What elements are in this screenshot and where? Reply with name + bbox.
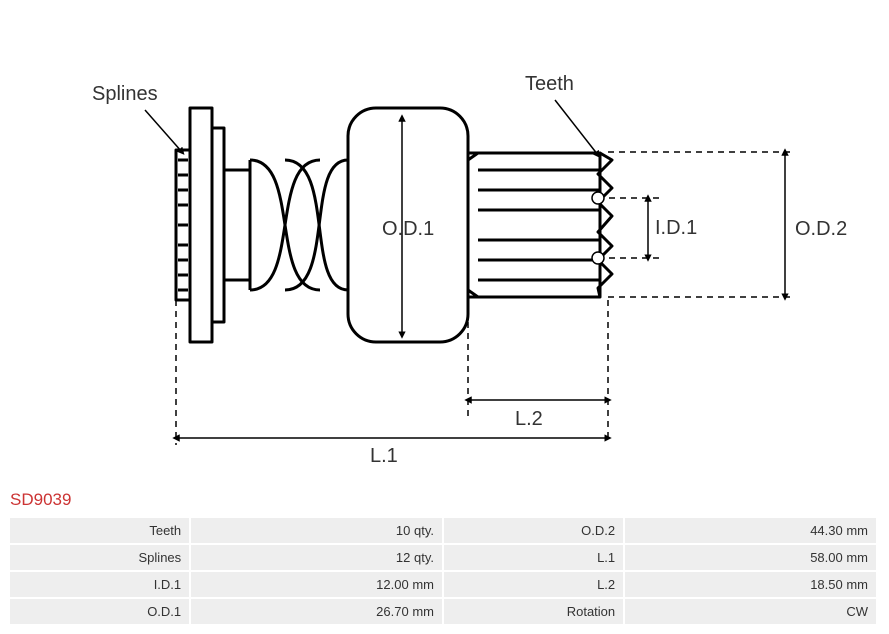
- table-row: I.D.1 12.00 mm L.2 18.50 mm: [10, 572, 876, 597]
- label-l1: L.1: [370, 445, 398, 467]
- label-l2: L.2: [515, 408, 543, 430]
- spec-value: CW: [625, 599, 876, 624]
- spec-label: O.D.2: [444, 518, 623, 543]
- spec-value: 26.70 mm: [191, 599, 442, 624]
- spec-table-body: Teeth 10 qty. O.D.2 44.30 mm Splines 12 …: [10, 518, 876, 624]
- diagram-svg: Splines Teeth O.D.1 I.D.1 O.D.2 L.2 L.1: [0, 0, 889, 490]
- spec-value: 12.00 mm: [191, 572, 442, 597]
- spec-label: Rotation: [444, 599, 623, 624]
- spec-table: Teeth 10 qty. O.D.2 44.30 mm Splines 12 …: [8, 516, 878, 626]
- label-teeth: Teeth: [525, 73, 574, 95]
- label-id1: I.D.1: [655, 217, 697, 239]
- spec-value: 10 qty.: [191, 518, 442, 543]
- part-number: SD9039: [0, 490, 889, 516]
- spec-label: L.2: [444, 572, 623, 597]
- spec-value: 44.30 mm: [625, 518, 876, 543]
- table-row: Teeth 10 qty. O.D.2 44.30 mm: [10, 518, 876, 543]
- spec-label: Teeth: [10, 518, 189, 543]
- table-row: O.D.1 26.70 mm Rotation CW: [10, 599, 876, 624]
- spec-label: L.1: [444, 545, 623, 570]
- spec-label: O.D.1: [10, 599, 189, 624]
- spec-label: I.D.1: [10, 572, 189, 597]
- label-od2: O.D.2: [795, 218, 847, 240]
- table-row: Splines 12 qty. L.1 58.00 mm: [10, 545, 876, 570]
- label-od1: O.D.1: [382, 218, 434, 240]
- label-splines: Splines: [92, 83, 158, 105]
- spec-value: 12 qty.: [191, 545, 442, 570]
- technical-diagram: Splines Teeth O.D.1 I.D.1 O.D.2 L.2 L.1: [0, 0, 889, 490]
- spec-value: 18.50 mm: [625, 572, 876, 597]
- spec-label: Splines: [10, 545, 189, 570]
- page-root: Splines Teeth O.D.1 I.D.1 O.D.2 L.2 L.1 …: [0, 0, 889, 626]
- spec-value: 58.00 mm: [625, 545, 876, 570]
